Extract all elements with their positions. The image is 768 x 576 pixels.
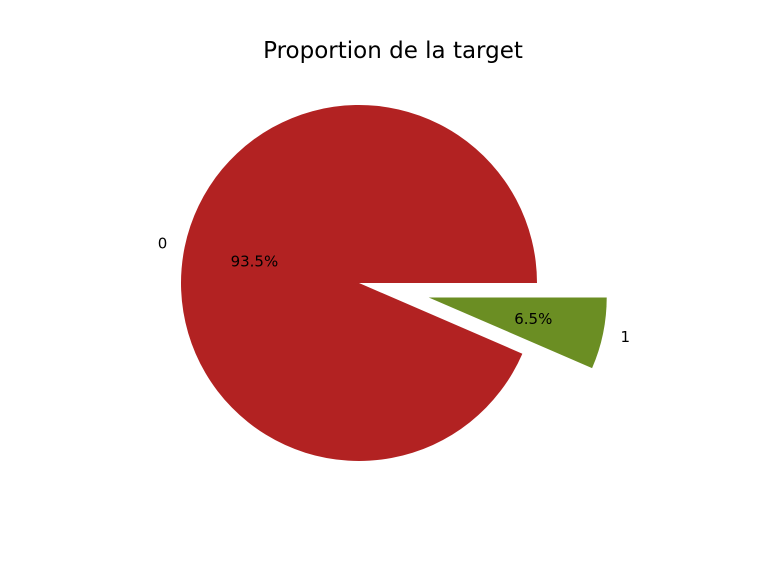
pie-labels: 0 93.5% 1 6.5%: [158, 234, 630, 346]
slice-label-0: 0: [158, 234, 168, 252]
slice-label-1: 1: [620, 328, 630, 346]
pie-slice-0: [181, 104, 538, 461]
pie-slices: [181, 104, 607, 461]
slice-percent-0: 93.5%: [231, 252, 279, 270]
pie-slice-1: [428, 297, 607, 369]
slice-percent-1: 6.5%: [514, 310, 552, 328]
chart-title: Proportion de la target: [263, 38, 523, 64]
